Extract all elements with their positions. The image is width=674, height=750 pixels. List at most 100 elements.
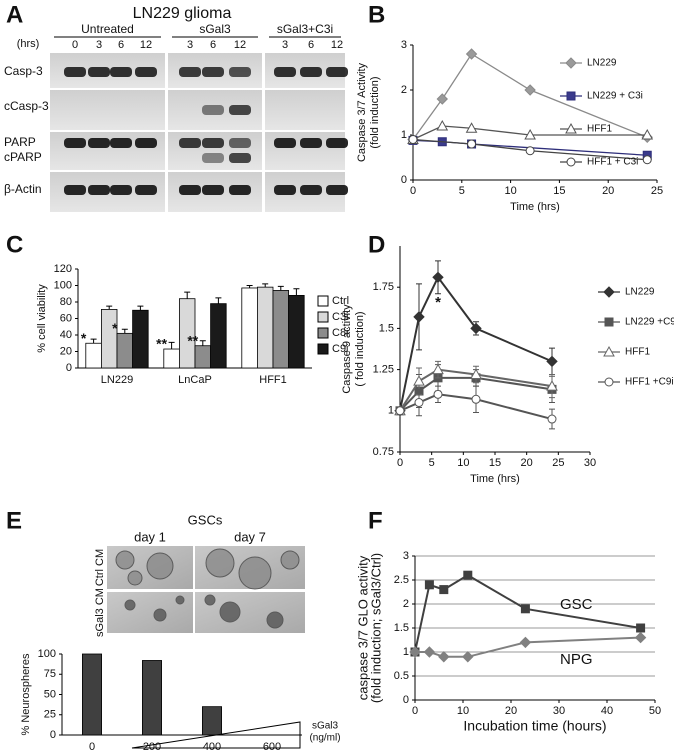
row-label: PARP [4, 135, 36, 149]
x-tick-label: 10 [504, 185, 516, 197]
blot-strip [265, 90, 345, 130]
x-tick-label: 25 [651, 185, 663, 197]
bar [141, 660, 162, 736]
legend-label: HFF1 [587, 124, 612, 135]
lane-label: 3 [282, 39, 288, 51]
error-bar [199, 340, 206, 346]
cell-cluster [124, 599, 136, 611]
group-label: sGal3+C3i [277, 22, 333, 36]
legend-marker [603, 345, 615, 357]
y-tick-label: 20 [60, 345, 72, 357]
x-tick-label: 5 [429, 457, 435, 469]
data-point [462, 651, 474, 663]
cell-cluster [175, 595, 185, 605]
blot-band [202, 138, 224, 148]
y-tick-label: 2 [401, 84, 407, 96]
x-tick-label: 0 [89, 741, 95, 750]
blot-band [300, 138, 322, 148]
x-tick-label: 600 [263, 741, 281, 750]
data-point [414, 398, 424, 408]
blot-band [202, 67, 224, 77]
legend-label: HFF1 [625, 347, 650, 358]
micro-column: day 1 [134, 529, 166, 544]
blot-band [110, 185, 132, 195]
bar [178, 298, 196, 369]
legend-swatch [317, 311, 329, 323]
x-tick-label: 0 [397, 457, 403, 469]
x-axis-label: Incubation time (hours) [463, 718, 606, 734]
y-tick-label: 0.5 [394, 670, 409, 682]
cell-cluster [115, 550, 135, 570]
blot-band [135, 185, 157, 195]
bar [132, 309, 149, 369]
x-tick-label: 5 [459, 185, 465, 197]
bar [201, 706, 222, 736]
legend-swatch [317, 295, 329, 307]
data-point [439, 585, 449, 595]
blot-band [229, 67, 251, 77]
panel-letter: F [368, 507, 383, 534]
legend-marker [566, 157, 576, 167]
data-point [413, 311, 425, 323]
x-tick-label: 10 [457, 705, 469, 717]
blot-band [326, 67, 348, 77]
cell-cluster [219, 601, 241, 623]
y-tick-label: 1.25 [373, 364, 394, 376]
significance: * [112, 320, 118, 336]
blot-band [88, 138, 110, 148]
x-tick-label: 15 [489, 457, 501, 469]
x-tick-label: 50 [649, 705, 661, 717]
data-point [424, 580, 434, 590]
y-tick-label: 120 [54, 263, 72, 275]
error-bar [184, 291, 191, 299]
bar [82, 653, 103, 736]
bar [288, 294, 305, 369]
data-point [432, 363, 444, 375]
error-bar [137, 305, 144, 311]
y-tick-label: 2.5 [394, 574, 409, 586]
blot-band [229, 138, 251, 148]
data-point [433, 389, 443, 399]
y-tick-label: 25 [44, 709, 56, 721]
y-tick-label: 3 [401, 39, 407, 51]
error-bar [215, 297, 222, 304]
x-tick-label: 20 [521, 457, 533, 469]
x-axis-label: sGal3 [312, 721, 339, 732]
blot-title: LN229 glioma [133, 5, 232, 22]
legend-label: C8i [332, 327, 349, 339]
legend-label: LN229 + C3i [587, 91, 643, 102]
row-label: β-Actin [4, 182, 42, 196]
y-tick-label: 0 [50, 729, 56, 741]
y-tick-label: 0 [66, 362, 72, 374]
dose-wedge [131, 721, 301, 749]
y-tick-label: 0 [403, 694, 409, 706]
blot-band [135, 138, 157, 148]
blot-band [64, 138, 86, 148]
micro-row: sGal3 CM [94, 588, 106, 637]
data-point [547, 414, 557, 424]
data-point [636, 623, 646, 633]
data-point [467, 139, 477, 149]
series-line [414, 574, 641, 653]
legend-marker [566, 91, 576, 101]
y-tick-label: 100 [38, 648, 56, 660]
x-tick-label: 25 [552, 457, 564, 469]
x-axis-label: Time (hrs) [470, 473, 520, 485]
y-tick-label: 0.75 [373, 446, 394, 458]
blot-band [274, 185, 296, 195]
blot-band [64, 67, 86, 77]
bar [85, 342, 102, 369]
data-point [525, 146, 535, 156]
blot-band [88, 185, 110, 195]
group-label: Untreated [81, 22, 134, 36]
y-tick-label: 80 [60, 296, 72, 308]
data-point [463, 570, 473, 580]
error-bar [293, 288, 300, 296]
blot-band [110, 67, 132, 77]
legend-label: LN229 [625, 287, 655, 298]
blot-band [326, 138, 348, 148]
data-point [519, 636, 532, 649]
blot-band [229, 153, 251, 163]
y-axis-label: % cell viability [36, 284, 48, 353]
blot-band [202, 105, 224, 115]
